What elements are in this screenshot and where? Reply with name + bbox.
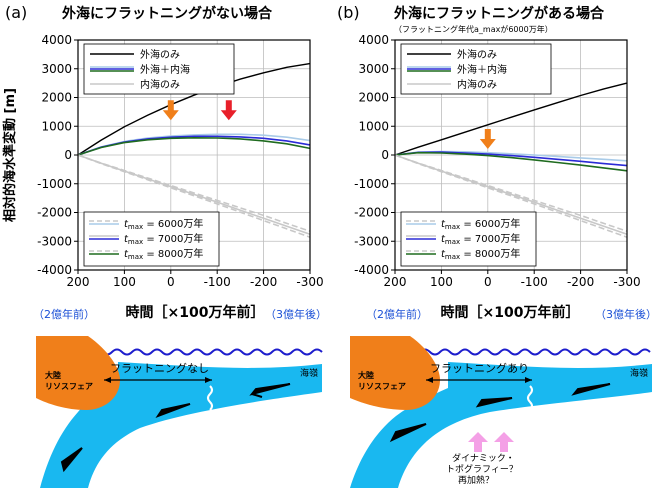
continent-label-b2: リソスフェア bbox=[358, 382, 406, 391]
plot-a-y-tick-label: -3000 bbox=[37, 234, 72, 248]
note-dynamic: ダイナミック・ bbox=[452, 452, 515, 464]
continent-label-b1: 大陸 bbox=[358, 370, 374, 380]
plate-motion-arrow-a2 bbox=[155, 403, 191, 419]
plot-a-legend-bottom-label: tmax = 7000万年 bbox=[124, 232, 203, 246]
plot-b-legend-bottom-label: tmax = 6000万年 bbox=[441, 217, 520, 231]
plot-a-x-tick-label: -300 bbox=[296, 275, 323, 289]
plot-b-y-tick-label: -2000 bbox=[354, 206, 389, 220]
plot-a-series-line-6 bbox=[77, 154, 311, 238]
plot-b-y-tick-label: 0 bbox=[381, 148, 389, 162]
plate-motion-arrow-b2 bbox=[475, 397, 513, 408]
plot-a-y-tick-label: -4000 bbox=[37, 263, 72, 277]
flattening-range-arrowhead-right-a bbox=[205, 377, 212, 383]
plot-b-x-tick-label: -100 bbox=[521, 275, 548, 289]
plate-motion-arrow-b1 bbox=[571, 383, 611, 396]
continent-label-a1: 大陸 bbox=[45, 370, 61, 380]
flattening-label-b: フラットニングあり bbox=[430, 361, 529, 375]
plot-b-legend-top-label: 外海のみ bbox=[457, 48, 497, 61]
plot-a-x-tick-label: 200 bbox=[67, 275, 90, 289]
plate-motion-arrow-b3 bbox=[389, 423, 427, 443]
panel-a-label: (a) bbox=[5, 3, 27, 22]
plot-a-legend-top-label: 内海のみ bbox=[140, 78, 180, 91]
plot-a-y-tick-label: -1000 bbox=[37, 177, 72, 191]
plot-a-x-tick-label: -200 bbox=[250, 275, 277, 289]
panel-a-x-axis-label: 時間［×100万年前］ bbox=[126, 304, 265, 321]
plot-a-legend-top-label: 外海のみ bbox=[140, 48, 180, 61]
plot-b-y-tick-label: 2000 bbox=[358, 91, 389, 105]
plot-b-y-tick-label: -4000 bbox=[354, 263, 389, 277]
plot-b-x-tick-label: 100 bbox=[430, 275, 453, 289]
sea-surface-wave-a bbox=[91, 348, 323, 356]
plot-a-x-tick-label: -100 bbox=[204, 275, 231, 289]
upward-arrow-icon-2 bbox=[494, 432, 514, 452]
plot-a-y-tick-label: -2000 bbox=[37, 206, 72, 220]
diagram-b: 大陸 リソスフェア 海嶺 フラットニングあり ダイナミック・ トポグラフィー？ … bbox=[350, 336, 652, 488]
plot-a: 200 100 0 -100 -200 -30040003000200010000-100… bbox=[37, 33, 323, 289]
plot-a-series-line-3 bbox=[77, 136, 311, 156]
plot-b-x-tick-label: 200 bbox=[384, 275, 407, 289]
flattening-label-a: フラットニングなし bbox=[110, 361, 209, 375]
panel-b-x-note-left: （2億年前） bbox=[366, 307, 428, 321]
plot-b-y-tick-label: 4000 bbox=[358, 33, 389, 47]
plot-b-legend-bottom-label: tmax = 8000万年 bbox=[441, 247, 520, 261]
plate-motion-arrow-a1 bbox=[249, 383, 291, 398]
plot-b-x-tick-label: -200 bbox=[567, 275, 594, 289]
plot-b-x-tick-label: -300 bbox=[613, 275, 640, 289]
plot-b-legend-top-label: 内海のみ bbox=[457, 78, 497, 91]
ridge-label-a: 海嶺 bbox=[300, 367, 318, 379]
ridge-label-b: 海嶺 bbox=[630, 367, 648, 379]
plate-motion-arrow-a3 bbox=[60, 447, 83, 473]
continent-a bbox=[36, 336, 120, 410]
note-topography: トポグラフィー？ bbox=[446, 463, 518, 475]
sea-surface-wave-b bbox=[419, 348, 651, 356]
y-axis-label: 相対的海水準変動 [m] bbox=[2, 88, 18, 222]
plot-a-down-arrow-icon-1 bbox=[220, 100, 237, 121]
plot-b-series-line-6 bbox=[394, 154, 628, 238]
plot-b-y-tick-label: -1000 bbox=[354, 177, 389, 191]
plot-a-x-tick-label: 0 bbox=[167, 275, 175, 289]
panel-b-label: (b) bbox=[337, 3, 360, 22]
flattening-range-arrowhead-right-b bbox=[525, 377, 532, 383]
panel-a-title: 外海にフラットニングがない場合 bbox=[62, 5, 273, 22]
plot-a-down-arrow-icon-0 bbox=[162, 100, 179, 121]
plot-b-series-line-3 bbox=[394, 151, 628, 172]
panel-b-title: 外海にフラットニングがある場合 bbox=[394, 5, 605, 22]
diagram-a: 大陸 リソスフェア 海嶺 フラットニングなし bbox=[36, 336, 323, 488]
upward-arrow-icon-1 bbox=[468, 432, 488, 452]
panel-a-x-note-left: （2億年前） bbox=[33, 307, 95, 321]
plot-a-series-line-0 bbox=[77, 62, 311, 156]
ridge-offset-a bbox=[207, 385, 213, 411]
ridge-offset-b bbox=[527, 385, 533, 411]
note-reheating: 再加熱？ bbox=[458, 474, 494, 486]
plot-a-y-tick-label: 4000 bbox=[41, 33, 72, 47]
plot-a-x-tick-label: 100 bbox=[113, 275, 136, 289]
plot-b-down-arrow-icon-0 bbox=[479, 129, 496, 149]
plot-b-legend-bottom-label: tmax = 7000万年 bbox=[441, 232, 520, 246]
panel-b-subtitle: （フラットニング年代a_maxが6000万年） bbox=[394, 24, 553, 34]
plot-b-x-tick-label: 0 bbox=[484, 275, 492, 289]
plot-b-y-tick-label: 3000 bbox=[358, 62, 389, 76]
continent-label-a2: リソスフェア bbox=[45, 382, 93, 391]
plot-b-y-tick-label: -3000 bbox=[354, 234, 389, 248]
panel-b-x-axis-label: 時間［×100万年前］ bbox=[441, 304, 580, 321]
plot-b-legend-top-label: 外海＋内海 bbox=[457, 63, 507, 76]
continent-b bbox=[350, 336, 440, 410]
plot-b-y-tick-label: 1000 bbox=[358, 119, 389, 133]
plot-a-legend-top-label: 外海＋内海 bbox=[140, 63, 190, 76]
panel-a-x-note-right: （3億年後） bbox=[265, 307, 327, 321]
flattening-range-arrowhead-left-b bbox=[426, 377, 433, 383]
plot-a-y-tick-label: 3000 bbox=[41, 62, 72, 76]
plot-a-legend-bottom-label: tmax = 8000万年 bbox=[124, 247, 203, 261]
flattening-range-arrowhead-left-a bbox=[104, 377, 111, 383]
plot-b-series-line-0 bbox=[394, 82, 628, 156]
plot-a-legend-bottom-label: tmax = 6000万年 bbox=[124, 217, 203, 231]
panel-b-x-note-right: （3億年後） bbox=[595, 307, 657, 321]
plot-a-y-tick-label: 2000 bbox=[41, 91, 72, 105]
plot-b: 200 100 0 -100 -200 -30040003000200010000-100… bbox=[354, 33, 640, 289]
plot-a-y-tick-label: 1000 bbox=[41, 119, 72, 133]
plot-a-y-tick-label: 0 bbox=[64, 148, 72, 162]
